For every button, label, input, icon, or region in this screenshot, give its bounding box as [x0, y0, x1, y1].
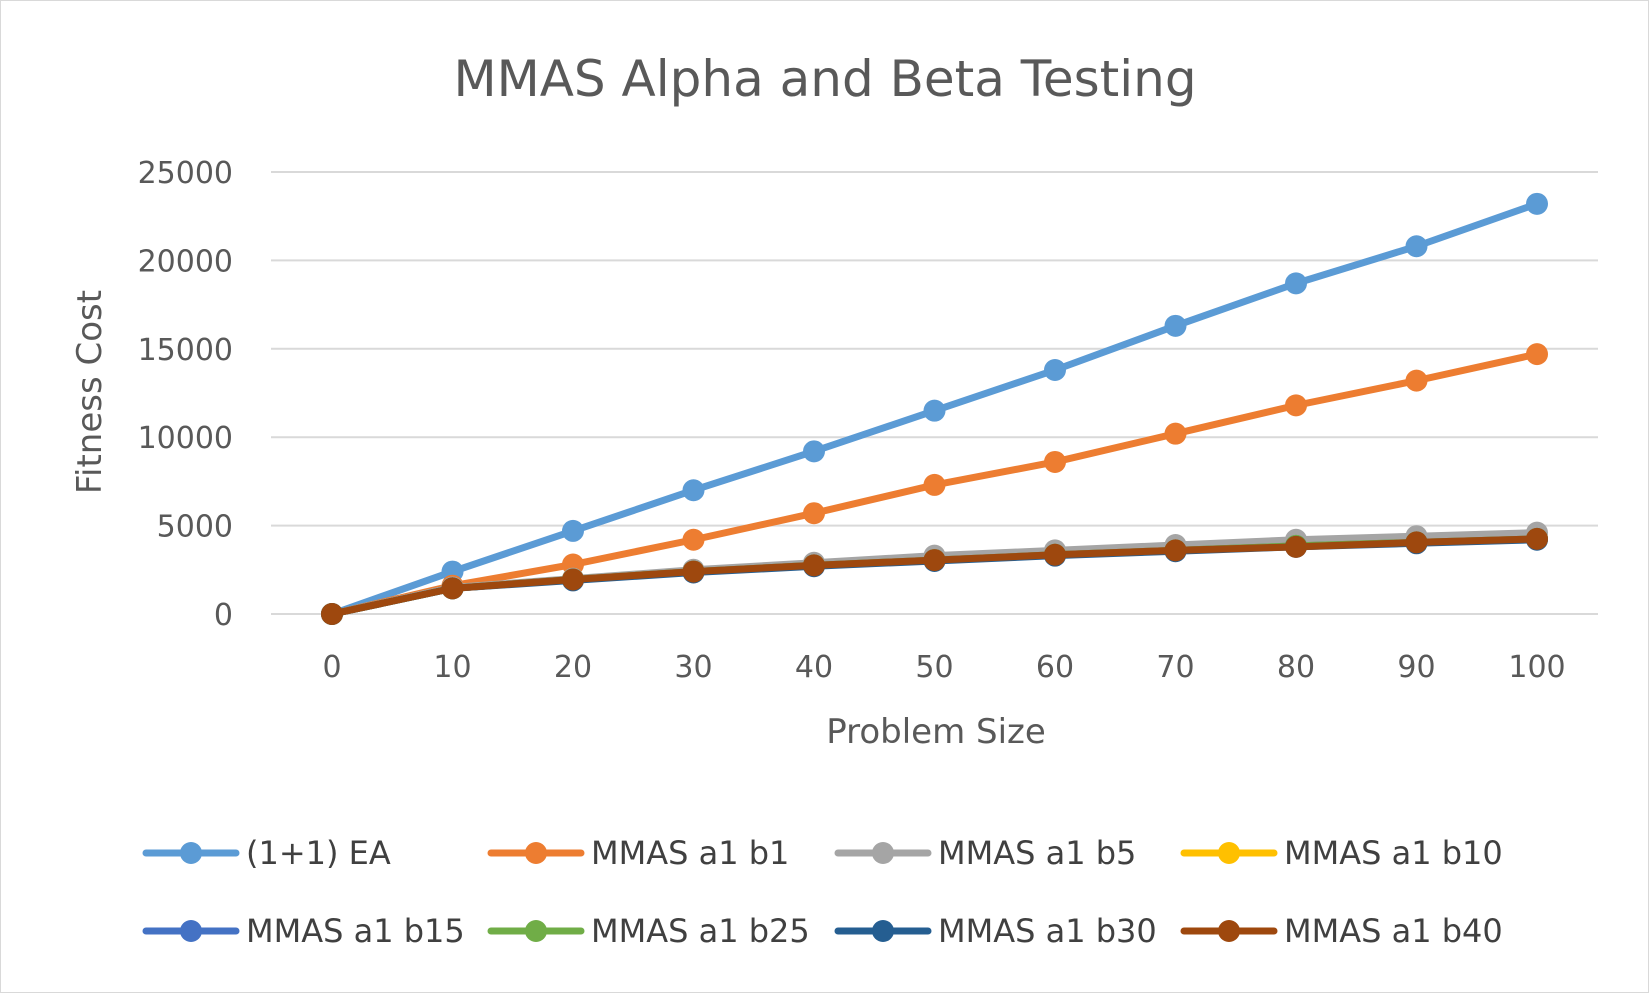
data-point [1285, 535, 1307, 558]
legend-label: MMAS a1 b30 [938, 912, 1157, 950]
x-axis-ticks: 0 10 20 30 40 50 60 70 80 90 100 [322, 650, 1565, 685]
legend: (1+1) EA MMAS a1 b1 MMAS a1 b5 MMAS a1 b10 M… [142, 834, 1503, 950]
y-tick-label: 25000 [138, 156, 233, 191]
legend-swatch-marker [1218, 920, 1240, 942]
legend-swatch-marker [525, 920, 547, 942]
legend-label: MMAS a1 b25 [591, 912, 810, 950]
data-point [1164, 314, 1187, 337]
x-tick-label: 80 [1277, 650, 1315, 685]
y-tick-label: 0 [214, 598, 233, 633]
legend-label: MMAS a1 b40 [1284, 912, 1503, 950]
legend-item: MMAS a1 b30 [834, 912, 1157, 950]
data-point [803, 554, 825, 577]
data-point [1526, 527, 1548, 550]
x-tick-label: 30 [674, 650, 712, 685]
data-point [923, 473, 946, 496]
data-point [803, 502, 825, 525]
x-tick-label: 90 [1397, 650, 1435, 685]
legend-swatch-marker [180, 842, 202, 864]
x-tick-label: 50 [915, 650, 953, 685]
data-point [923, 399, 946, 422]
data-point [803, 440, 825, 463]
legend-item: MMAS a1 b10 [1180, 834, 1503, 872]
data-point [682, 479, 705, 502]
data-point [1526, 192, 1548, 215]
data-point [1526, 343, 1548, 366]
data-point [682, 560, 705, 583]
y-tick-label: 5000 [157, 510, 233, 545]
data-point [562, 519, 584, 542]
data-point [1405, 531, 1428, 554]
data-point [1285, 394, 1307, 417]
y-tick-label: 20000 [138, 244, 233, 279]
data-point [1044, 450, 1066, 473]
y-axis-ticks: 0 5000 10000 15000 20000 25000 [138, 156, 233, 633]
data-point [1405, 369, 1428, 392]
x-axis-label: Problem Size [826, 712, 1046, 752]
data-point [1044, 543, 1066, 566]
x-tick-label: 100 [1508, 650, 1565, 685]
data-point [1164, 422, 1187, 445]
data-point [682, 528, 705, 551]
legend-label: (1+1) EA [246, 834, 391, 872]
chart-title: MMAS Alpha and Beta Testing [453, 50, 1196, 108]
x-tick-label: 20 [554, 650, 592, 685]
x-tick-label: 0 [322, 650, 341, 685]
data-point [321, 603, 343, 625]
x-tick-label: 60 [1036, 650, 1074, 685]
x-tick-label: 70 [1156, 650, 1194, 685]
y-tick-label: 15000 [138, 333, 233, 368]
legend-item: MMAS a1 b40 [1180, 912, 1503, 950]
legend-label: MMAS a1 b1 [591, 834, 789, 872]
legend-label: MMAS a1 b5 [938, 834, 1136, 872]
gridlines [271, 171, 1598, 615]
data-point [1405, 235, 1428, 258]
legend-swatch-marker [1218, 842, 1240, 864]
x-tick-label: 40 [795, 650, 833, 685]
data-point [923, 549, 946, 572]
data-point [441, 577, 464, 600]
data-point [562, 568, 584, 591]
legend-swatch-marker [525, 842, 547, 864]
legend-label: MMAS a1 b10 [1284, 834, 1503, 872]
legend-label: MMAS a1 b15 [246, 912, 465, 950]
legend-item: MMAS a1 b25 [487, 912, 810, 950]
series-lines [321, 192, 1548, 625]
legend-swatch-marker [872, 842, 894, 864]
data-point [1044, 359, 1066, 382]
legend-item: MMAS a1 b15 [142, 912, 465, 950]
legend-item: MMAS a1 b5 [834, 834, 1136, 872]
series-8 [321, 527, 1548, 625]
data-point [1164, 539, 1187, 562]
legend-item: (1+1) EA [142, 834, 391, 872]
legend-swatch-marker [180, 920, 202, 942]
legend-item: MMAS a1 b1 [487, 834, 789, 872]
y-tick-label: 10000 [138, 421, 233, 456]
y-axis-label: Fitness Cost [70, 290, 110, 494]
x-tick-label: 10 [433, 650, 471, 685]
data-point [1285, 272, 1307, 295]
series-1 [321, 192, 1548, 625]
legend-swatch-marker [872, 920, 894, 942]
